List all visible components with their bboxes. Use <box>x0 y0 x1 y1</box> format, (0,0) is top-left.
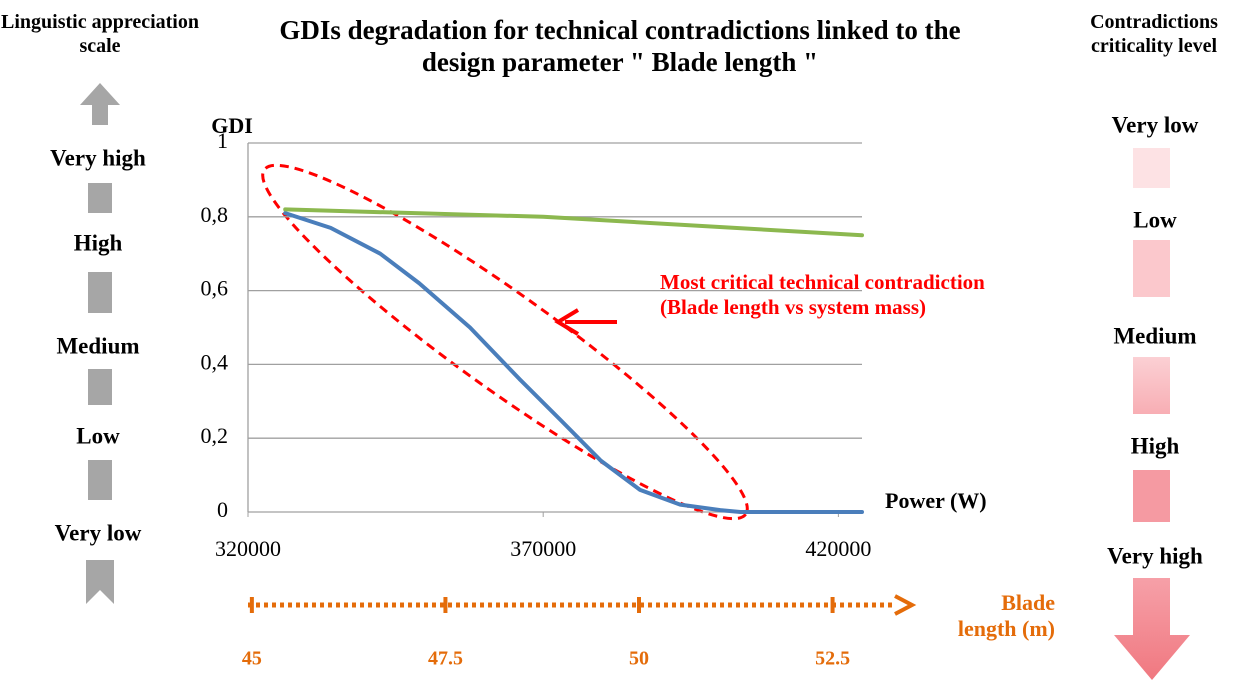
right-scale-level: High <box>1131 433 1180 458</box>
scale-block <box>1133 357 1170 414</box>
right-scale-level: Medium <box>1113 323 1196 348</box>
left-scale-level: Medium <box>56 333 139 358</box>
scale-block <box>1133 470 1170 522</box>
scale-block <box>88 460 112 500</box>
x-axis-label: Power (W) <box>885 488 987 513</box>
y-tick-label: 0 <box>217 497 228 522</box>
annotation: Most critical technical contradiction (B… <box>660 270 985 320</box>
highlight-ellipse <box>261 163 749 521</box>
scale-chevron <box>86 560 114 604</box>
x2-tick-label: 47.5 <box>428 648 463 670</box>
left-scale-level: Very high <box>50 145 146 170</box>
x-tick-label: 320000 <box>215 536 281 561</box>
right-scale-title: Contradictions criticality level <box>1090 11 1218 57</box>
x2-arrowhead <box>894 594 917 616</box>
scale-block <box>88 369 112 405</box>
scale-block <box>88 183 112 213</box>
y-tick-label: 0,8 <box>201 202 229 227</box>
left-scale-title: Linguistic appreciation scale <box>1 11 199 57</box>
series-line <box>283 207 864 238</box>
right-scale-level: Very high <box>1107 543 1203 568</box>
x2-axis-label: Blade length (m) <box>957 590 1055 642</box>
down-arrow <box>1114 578 1190 680</box>
series-line <box>283 211 864 514</box>
up-arrow <box>80 83 120 125</box>
left-scale-level: Low <box>76 423 120 448</box>
y-tick-label: 0,2 <box>201 423 229 448</box>
right-scale-level: Very low <box>1112 112 1199 137</box>
scale-block <box>1133 148 1170 188</box>
x2-tick-label: 45 <box>242 648 262 670</box>
y-tick-label: 0,6 <box>201 276 229 301</box>
y-tick-label: 0,4 <box>201 349 229 374</box>
y-tick-label: 1 <box>217 128 228 153</box>
left-scale-level: Very low <box>55 520 142 545</box>
annotation-arrowhead <box>554 308 580 336</box>
right-scale-level: Low <box>1133 207 1177 232</box>
x-tick-label: 370000 <box>510 536 576 561</box>
x-tick-label: 420000 <box>805 536 871 561</box>
y-axis-label: GDI <box>211 113 253 138</box>
left-scale-level: High <box>74 230 123 255</box>
x2-tick-label: 52.5 <box>815 648 850 670</box>
scale-block <box>88 272 112 313</box>
scale-block <box>1133 240 1170 297</box>
x2-tick-label: 50 <box>629 648 649 670</box>
chart-title: GDIs degradation for technical contradic… <box>279 15 961 78</box>
